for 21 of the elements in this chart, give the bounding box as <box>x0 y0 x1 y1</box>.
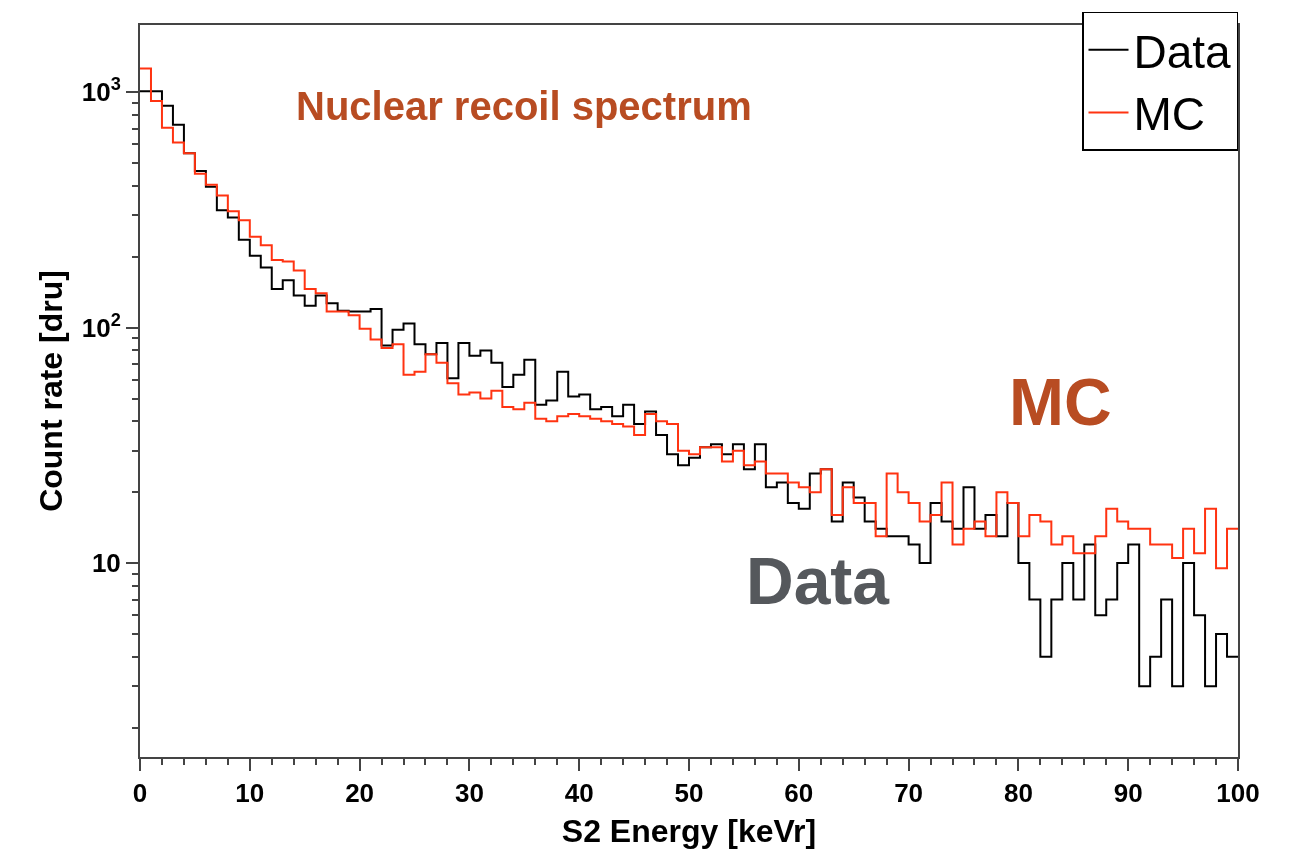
x-tick-label: 100 <box>1216 778 1260 809</box>
x-tick-label: 20 <box>345 778 375 809</box>
y-tick-label: 10 <box>91 548 121 579</box>
x-tick-label: 0 <box>132 778 148 809</box>
annotation: Data <box>746 544 891 618</box>
annotation: Nuclear recoil spectrum <box>296 84 752 128</box>
x-tick-label: 70 <box>894 778 924 809</box>
y-tick-label: 10$^{3}$ <box>81 74 121 108</box>
annotation: MC <box>1009 365 1112 439</box>
y-tick-label: 10$^{2}$ <box>81 309 121 343</box>
x-axis-title: S2 Energy [keVr] <box>561 812 817 849</box>
x-tick-label: 90 <box>1113 778 1143 809</box>
x-tick-label: 40 <box>564 778 594 809</box>
legend-label: MC <box>1133 88 1206 141</box>
x-tick-label: 50 <box>674 778 704 809</box>
legend-label: Data <box>1133 25 1232 78</box>
x-tick-label: 60 <box>784 778 814 809</box>
x-tick-label: 80 <box>1003 778 1033 809</box>
x-tick-label: 30 <box>454 778 484 809</box>
x-tick-label: 10 <box>235 778 265 809</box>
y-axis-title: Count rate [dru] <box>32 270 69 512</box>
